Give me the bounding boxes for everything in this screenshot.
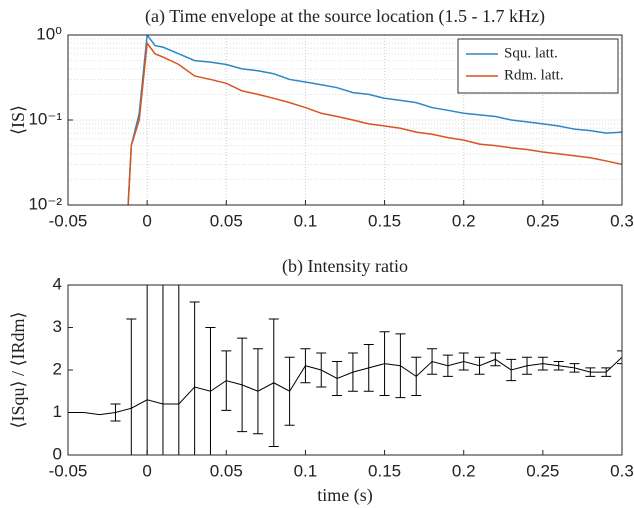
x-tick-label: 0 [142, 461, 151, 480]
y-tick-label: 4 [53, 274, 62, 293]
plot-marks [68, 285, 622, 455]
y-tick-label: 10⁻² [28, 194, 62, 213]
plot-area [68, 285, 622, 455]
x-tick-label: 0.3 [610, 211, 634, 230]
error-bar [332, 361, 343, 396]
error-bar [490, 352, 501, 367]
error-bar [268, 318, 279, 447]
x-tick-label: 0.1 [294, 461, 318, 480]
y-tick-label: 10⁻¹ [28, 109, 62, 128]
series-line [68, 356, 622, 416]
y-tick-label: 3 [53, 317, 62, 336]
error-bar [221, 350, 232, 411]
y-tick-label: 2 [53, 359, 62, 378]
x-tick-label: 0.2 [452, 211, 476, 230]
error-bar [601, 367, 612, 377]
error-bar [146, 285, 148, 455]
series-line [127, 41, 622, 205]
error-bar [126, 318, 137, 455]
y-tick-label: 0 [53, 444, 62, 463]
y-tick-label: 1 [53, 402, 62, 421]
x-tick-label: 0.3 [610, 461, 634, 480]
error-bar [110, 403, 121, 422]
error-bar [205, 327, 216, 455]
x-axis-label: time (s) [317, 485, 373, 506]
series-line [127, 35, 622, 205]
x-tick-label: 0.05 [210, 211, 243, 230]
chart-title: (a) Time envelope at the source location… [145, 6, 545, 27]
error-bar [537, 356, 548, 371]
error-bar [569, 363, 580, 373]
legend-label: Rdm. latt. [504, 67, 564, 83]
legend-box [457, 38, 619, 94]
error-bar [411, 356, 422, 396]
x-tick-label: 0.25 [526, 461, 559, 480]
error-bar [316, 352, 327, 388]
error-bar [379, 331, 390, 396]
x-tick-label: 0.1 [294, 211, 318, 230]
error-bar [178, 285, 180, 455]
error-bar [506, 358, 517, 382]
error-bar [284, 356, 295, 426]
error-bar [395, 333, 406, 399]
error-bar [347, 352, 358, 392]
error-bar [617, 350, 622, 365]
x-tick-label: 0.15 [368, 461, 401, 480]
axes-frame [67, 284, 623, 456]
plot-marks [127, 35, 622, 205]
x-tick-label: 0.2 [452, 461, 476, 480]
error-bar [300, 348, 311, 384]
error-bar [553, 361, 564, 371]
legend-label: Squ. latt. [504, 45, 558, 61]
x-tick-label: -0.05 [49, 211, 88, 230]
error-bar [585, 367, 596, 377]
x-tick-label: 0.05 [210, 461, 243, 480]
x-tick-label: 0 [142, 211, 151, 230]
error-bar [458, 352, 469, 371]
error-bar [522, 356, 533, 375]
y-axis-label: ⟨IS⟩ [8, 105, 28, 135]
error-bar [252, 348, 263, 435]
x-tick-label: 0.15 [368, 211, 401, 230]
x-tick-label: 0.25 [526, 211, 559, 230]
error-bar [427, 348, 438, 375]
chart-title: (b) Intensity ratio [282, 256, 408, 277]
error-bar [189, 301, 200, 455]
x-tick-label: -0.05 [49, 461, 88, 480]
y-tick-label: 10⁰ [36, 24, 62, 43]
error-bar [363, 344, 374, 392]
error-bar [442, 354, 453, 377]
error-bar [237, 337, 248, 433]
axes-frame [67, 34, 623, 206]
y-axis-label: ⟨ISqu⟩ / ⟨IRdm⟩ [8, 311, 28, 428]
error-bar [474, 356, 485, 375]
error-bar [162, 285, 164, 455]
